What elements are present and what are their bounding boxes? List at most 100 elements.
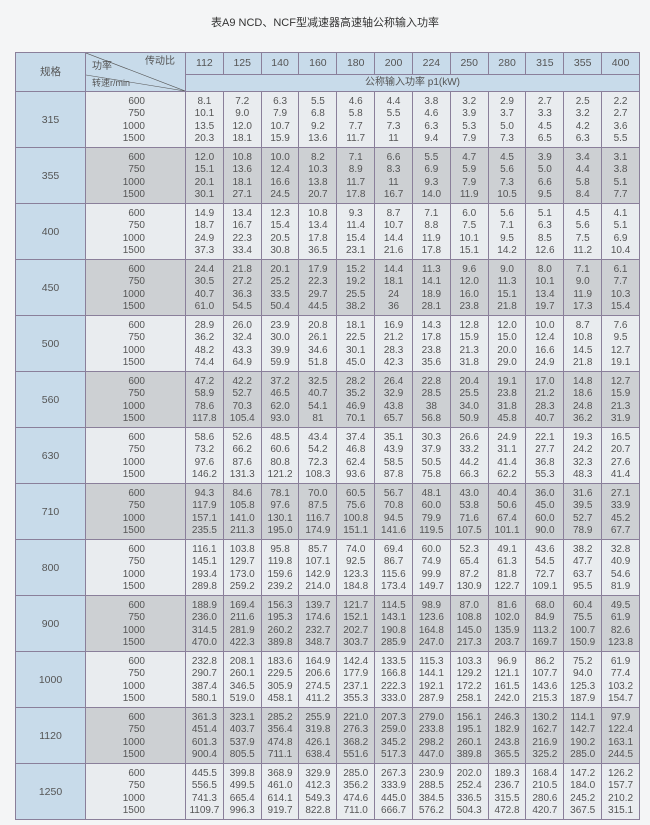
power-cell: 37.2 46.5 62.0 93.0 xyxy=(260,371,300,428)
power-value: 6.9 xyxy=(424,164,439,175)
power-value: 15.1 xyxy=(194,164,215,175)
power-value: 47.2 xyxy=(194,375,215,387)
power-value: 239.2 xyxy=(267,581,293,592)
power-value: 15.1 xyxy=(497,288,517,300)
power-value: 279.0 xyxy=(418,711,444,723)
power-value: 125.3 xyxy=(570,680,596,692)
power-value: 10.0 xyxy=(270,151,290,163)
power-value: 290.7 xyxy=(191,668,217,679)
power-value: 123.3 xyxy=(343,568,369,580)
power-cell: 399.8 499.5 665.4 996.3 xyxy=(222,763,262,820)
power-value: 173.4 xyxy=(381,581,407,592)
power-value: 298.2 xyxy=(418,736,444,748)
power-value: 8.1 xyxy=(197,95,212,107)
spec-cell: 1000 xyxy=(15,651,86,708)
power-cell: 3.4 4.4 5.8 8.4 xyxy=(563,147,603,204)
power-cell: 246.3 182.9 243.8 365.5 xyxy=(487,707,527,764)
power-value: 56.7 xyxy=(383,487,404,499)
power-value: 183.6 xyxy=(267,655,293,667)
power-value: 576.2 xyxy=(418,805,444,816)
power-value: 348.7 xyxy=(305,637,331,648)
power-value: 24.9 xyxy=(535,357,555,368)
power-value: 27.7 xyxy=(535,444,555,455)
speed-value: 1000 xyxy=(122,120,145,132)
power-value: 122.7 xyxy=(494,581,520,592)
power-value: 14.8 xyxy=(572,375,593,387)
power-value: 18.9 xyxy=(421,288,442,300)
power-value: 285.9 xyxy=(381,637,407,648)
power-value: 39.9 xyxy=(270,344,290,356)
speed-value: 600 xyxy=(128,655,145,667)
speed-value: 1500 xyxy=(122,189,145,200)
power-value: 345.2 xyxy=(381,736,407,748)
power-value: 244.5 xyxy=(608,749,634,760)
power-value: 47.7 xyxy=(572,556,593,567)
power-value: 142.4 xyxy=(343,655,369,667)
power-value: 19.3 xyxy=(572,431,593,443)
speed-value: 1500 xyxy=(122,413,145,424)
power-value: 4.4 xyxy=(386,95,401,107)
power-value: 48.3 xyxy=(572,469,593,480)
power-value: 203.7 xyxy=(494,637,520,648)
speed-value: 600 xyxy=(128,151,145,163)
power-value: 117.8 xyxy=(192,413,217,424)
power-cell: 208.1 260.1 346.5 519.0 xyxy=(222,651,262,708)
power-value: 163.1 xyxy=(608,736,634,748)
power-value: 14.1 xyxy=(421,276,442,287)
power-value: 10.7 xyxy=(383,220,404,231)
power-cell: 3.2 3.9 5.3 7.9 xyxy=(449,91,489,148)
power-value: 26.6 xyxy=(459,431,479,443)
speed-value: 1000 xyxy=(122,288,145,300)
power-value: 280.6 xyxy=(532,792,558,804)
power-cell: 16.9 21.2 28.3 42.3 xyxy=(374,315,413,372)
power-cell: 20.8 26.1 34.6 51.8 xyxy=(298,315,338,372)
power-label: 功率 xyxy=(92,61,112,72)
power-value: 21.2 xyxy=(535,388,555,399)
power-value: 601.3 xyxy=(191,736,217,748)
power-value: 37.2 xyxy=(270,375,290,387)
speed-value: 1500 xyxy=(122,693,145,704)
power-cell: 188.9 236.0 314.5 470.0 xyxy=(185,595,224,652)
power-value: 27.1 xyxy=(610,487,631,499)
power-value: 15.2 xyxy=(345,263,366,275)
power-value: 412.3 xyxy=(305,780,331,791)
power-value: 10.4 xyxy=(610,245,631,256)
power-value: 281.9 xyxy=(229,624,255,636)
speed-value: 1000 xyxy=(122,344,145,356)
power-value: 24.8 xyxy=(572,400,593,412)
power-value: 21.6 xyxy=(383,245,404,256)
power-value: 66.3 xyxy=(459,469,479,480)
power-value: 79.9 xyxy=(421,512,442,524)
power-value: 36.5 xyxy=(308,245,328,256)
power-value: 4.1 xyxy=(613,207,628,219)
power-value: 21.8 xyxy=(232,263,252,275)
power-cell: 2.2 2.7 3.6 5.5 xyxy=(601,91,640,148)
power-value: 445.5 xyxy=(191,767,217,779)
power-cell: 4.5 5.6 7.3 10.5 xyxy=(487,147,527,204)
power-value: 447.0 xyxy=(418,749,444,760)
power-cell: 28.9 36.2 48.2 74.4 xyxy=(185,315,224,372)
power-value: 164.9 xyxy=(305,655,331,667)
power-value: 12.8 xyxy=(459,319,479,331)
power-value: 52.7 xyxy=(572,512,593,524)
power-cell: 84.6 105.8 141.0 211.3 xyxy=(222,483,262,540)
power-value: 14.5 xyxy=(572,344,593,356)
power-cell: 103.3 129.2 172.2 258.1 xyxy=(449,651,489,708)
power-cell: 32.8 40.9 54.6 81.9 xyxy=(601,539,640,596)
spec-group-row: 800 600 750 1000 1500 116.1 145.1 193.4 289.8 103… xyxy=(15,539,640,596)
power-cell: 168.4 210.5 280.6 420.7 xyxy=(525,763,565,820)
power-value: 7.7 xyxy=(348,120,363,132)
power-value: 411.2 xyxy=(305,693,331,704)
power-cell: 97.9 122.4 163.1 244.5 xyxy=(601,707,640,764)
power-cell: 95.8 119.8 159.6 239.2 xyxy=(260,539,300,596)
power-value: 9.5 xyxy=(613,332,628,343)
power-value: 11.7 xyxy=(346,133,366,144)
power-value: 97.9 xyxy=(610,711,631,723)
ratio-header: 400 xyxy=(601,52,640,75)
power-value: 537.9 xyxy=(229,736,255,748)
power-value: 25.2 xyxy=(270,276,290,287)
speed-value: 750 xyxy=(128,220,145,231)
power-value: 121.7 xyxy=(343,599,369,611)
power-value: 50.9 xyxy=(459,413,479,424)
power-value: 107.7 xyxy=(532,668,558,679)
